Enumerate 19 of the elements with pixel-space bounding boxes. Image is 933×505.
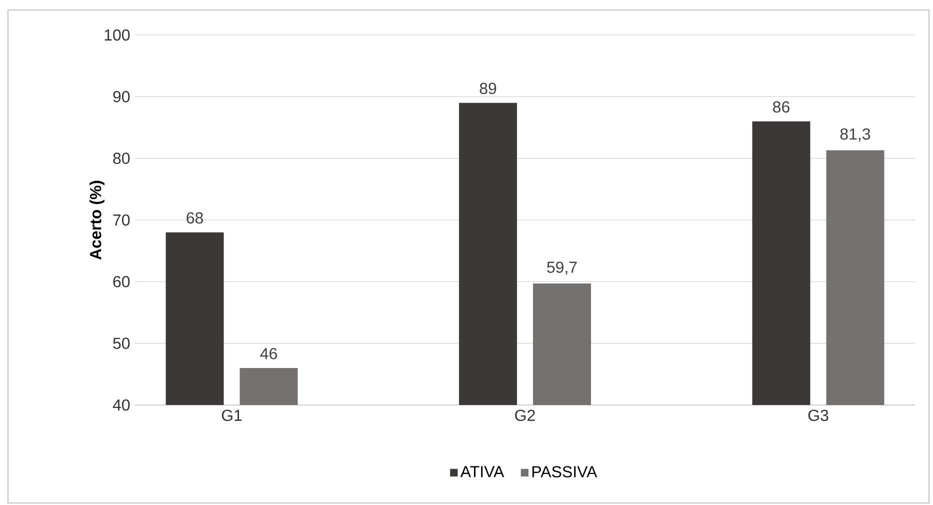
data-label: 59,7 — [547, 262, 577, 275]
y-tick-label: 100 — [104, 29, 130, 41]
x-tick-label: G2 — [515, 410, 535, 422]
y-tick-label: 50 — [113, 338, 130, 349]
x-tick-label: G3 — [808, 410, 828, 422]
y-axis-title: Acerto (%) — [90, 180, 104, 260]
data-label: 86 — [773, 101, 790, 113]
y-tick-label: 90 — [113, 91, 130, 102]
data-label: 89 — [480, 82, 496, 94]
data-label: 46 — [260, 348, 277, 360]
x-tick-label: G1 — [222, 410, 242, 422]
y-tick-label: 80 — [113, 152, 130, 164]
legend-label: ATIVA — [460, 466, 504, 478]
data-label: 81,3 — [840, 128, 870, 142]
data-label: 68 — [186, 212, 203, 224]
y-tick-label: 70 — [113, 214, 130, 226]
y-tick-label: 60 — [113, 276, 130, 288]
legend-label: PASSIVA — [532, 466, 598, 478]
y-tick-label: 40 — [112, 399, 130, 411]
